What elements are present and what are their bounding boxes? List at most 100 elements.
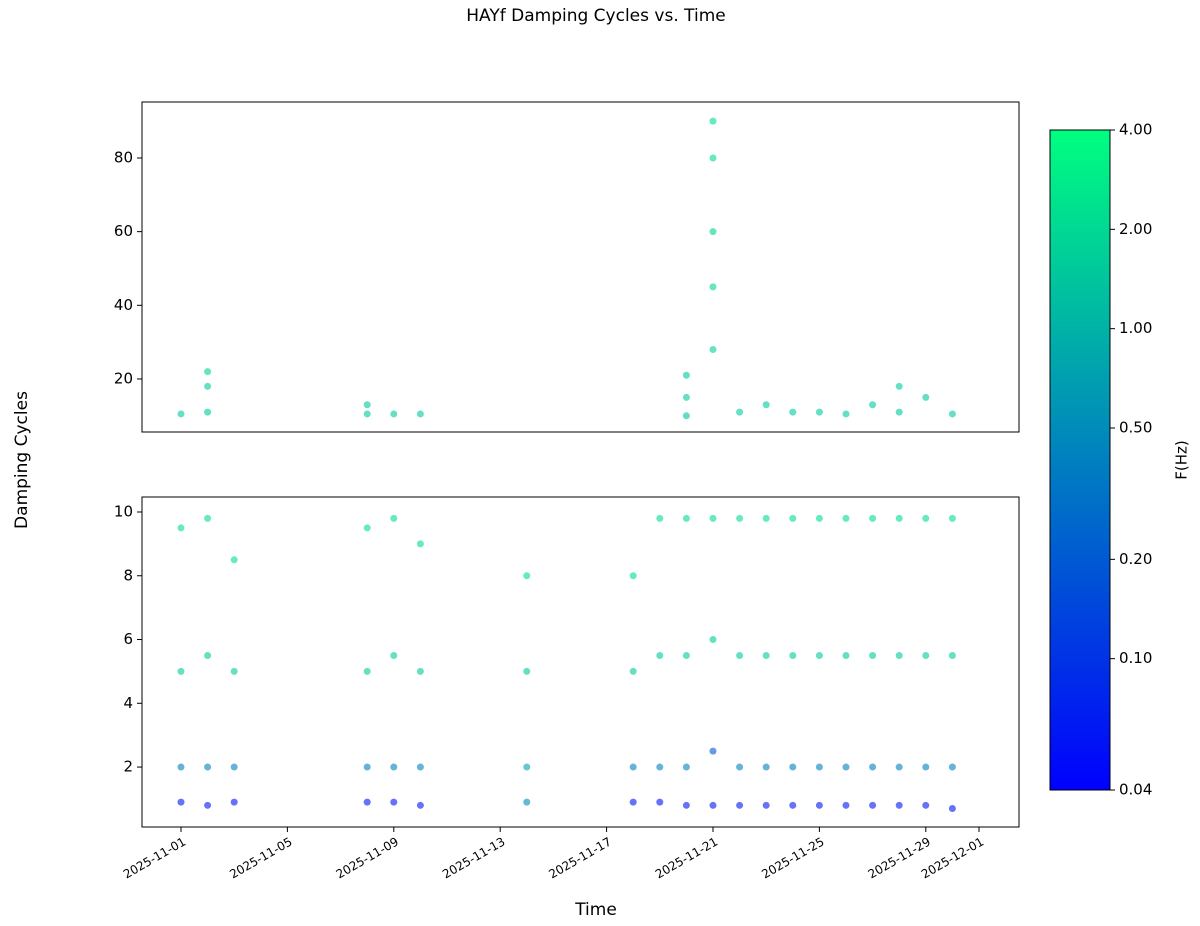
scatter-point bbox=[416, 540, 424, 548]
scatter-point bbox=[922, 801, 930, 809]
x-tick-label: 2025-11-17 bbox=[546, 835, 613, 882]
scatter-point bbox=[869, 763, 877, 771]
scatter-point bbox=[682, 651, 690, 659]
x-tick-label: 2025-11-01 bbox=[121, 835, 188, 882]
scatter-point bbox=[922, 651, 930, 659]
scatter-point bbox=[629, 667, 637, 675]
y-tick-label: 8 bbox=[123, 566, 133, 584]
scatter-point bbox=[789, 514, 797, 522]
plot-frame bbox=[141, 496, 1020, 828]
scatter-point bbox=[762, 401, 770, 409]
scatter-point bbox=[709, 747, 717, 755]
scatter-point bbox=[363, 401, 371, 409]
scatter-point bbox=[842, 514, 850, 522]
colorbar-tick-label: 0.20 bbox=[1119, 550, 1152, 568]
scatter-point bbox=[762, 801, 770, 809]
x-tick-label: 2025-11-09 bbox=[334, 835, 401, 882]
scatter-point bbox=[230, 798, 238, 806]
scatter-point bbox=[815, 408, 823, 416]
scatter-point bbox=[656, 798, 664, 806]
colorbar-tick-label: 0.04 bbox=[1119, 781, 1152, 799]
scatter-point bbox=[416, 763, 424, 771]
y-tick-label: 2 bbox=[123, 758, 133, 776]
x-tick-label: 2025-11-05 bbox=[227, 835, 294, 882]
scatter-point bbox=[736, 651, 744, 659]
scatter-point bbox=[390, 763, 398, 771]
scatter-point bbox=[204, 514, 212, 522]
scatter-point bbox=[736, 408, 744, 416]
colorbar-tick-label: 0.50 bbox=[1119, 419, 1152, 437]
scatter-point bbox=[230, 763, 238, 771]
scatter-point bbox=[204, 382, 212, 390]
scatter-point bbox=[948, 763, 956, 771]
scatter-point bbox=[736, 514, 744, 522]
scatter-point bbox=[789, 651, 797, 659]
scatter-point bbox=[869, 651, 877, 659]
scatter-point bbox=[629, 572, 637, 580]
scatter-point bbox=[736, 763, 744, 771]
scatter-point bbox=[416, 410, 424, 418]
x-tick-label: 2025-11-25 bbox=[759, 835, 826, 882]
scatter-point bbox=[390, 798, 398, 806]
scatter-point bbox=[709, 801, 717, 809]
scatter-point bbox=[177, 524, 185, 532]
scatter-point bbox=[842, 801, 850, 809]
subplot: 2 4 6 8 10 2025-11-01 2025-11-05 2025-11-09 2025… bbox=[114, 496, 1020, 882]
scatter-point bbox=[709, 154, 717, 162]
scatter-point bbox=[390, 410, 398, 418]
x-tick-label: 2025-11-21 bbox=[653, 835, 720, 882]
scatter-point bbox=[709, 283, 717, 291]
y-tick-label: 10 bbox=[114, 502, 133, 520]
y-tick-label: 20 bbox=[114, 369, 133, 387]
scatter-point bbox=[682, 371, 690, 379]
scatter-point bbox=[842, 410, 850, 418]
scatter-point bbox=[390, 514, 398, 522]
y-tick-label: 80 bbox=[114, 148, 133, 166]
scatter-point bbox=[177, 798, 185, 806]
scatter-point bbox=[895, 801, 903, 809]
scatter-point bbox=[363, 763, 371, 771]
scatter-point bbox=[789, 763, 797, 771]
scatter-point bbox=[177, 410, 185, 418]
scatter-point bbox=[736, 801, 744, 809]
scatter-point bbox=[709, 346, 717, 353]
scatter-point bbox=[922, 514, 930, 522]
scatter-point bbox=[709, 117, 717, 125]
x-axis-label: Time bbox=[574, 900, 617, 920]
scatter-point bbox=[948, 805, 956, 813]
y-tick-label: 4 bbox=[123, 694, 133, 712]
scatter-point bbox=[948, 514, 956, 522]
scatter-point bbox=[416, 667, 424, 675]
scatter-point bbox=[204, 801, 212, 809]
scatter-point bbox=[762, 514, 770, 522]
scatter-point bbox=[789, 408, 797, 416]
scatter-point bbox=[204, 368, 212, 376]
scatter-point bbox=[895, 763, 903, 771]
scatter-point bbox=[656, 763, 664, 771]
scatter-point bbox=[922, 763, 930, 771]
x-tick-label: 2025-11-13 bbox=[440, 835, 507, 882]
scatter-point bbox=[682, 763, 690, 771]
scatter-point bbox=[895, 408, 903, 416]
scatter-point bbox=[762, 763, 770, 771]
scatter-point bbox=[869, 514, 877, 522]
scatter-point bbox=[523, 572, 531, 580]
scatter-point bbox=[523, 763, 531, 771]
scatter-point bbox=[204, 651, 212, 659]
scatter-point bbox=[815, 514, 823, 522]
scatter-point bbox=[416, 801, 424, 809]
scatter-point bbox=[948, 651, 956, 659]
scatter-point bbox=[682, 412, 690, 420]
scatter-point bbox=[363, 667, 371, 675]
scatter-point bbox=[869, 401, 877, 409]
scatter-point bbox=[177, 763, 185, 771]
colorbar-tick-label: 1.00 bbox=[1119, 319, 1152, 337]
plot-frame bbox=[141, 101, 1020, 433]
colorbar-tick-label: 4.00 bbox=[1119, 121, 1152, 139]
scatter-point bbox=[523, 667, 531, 675]
scatter-point bbox=[363, 798, 371, 806]
scatter-point bbox=[842, 763, 850, 771]
scatter-point bbox=[682, 514, 690, 522]
scatter-point bbox=[523, 798, 531, 806]
